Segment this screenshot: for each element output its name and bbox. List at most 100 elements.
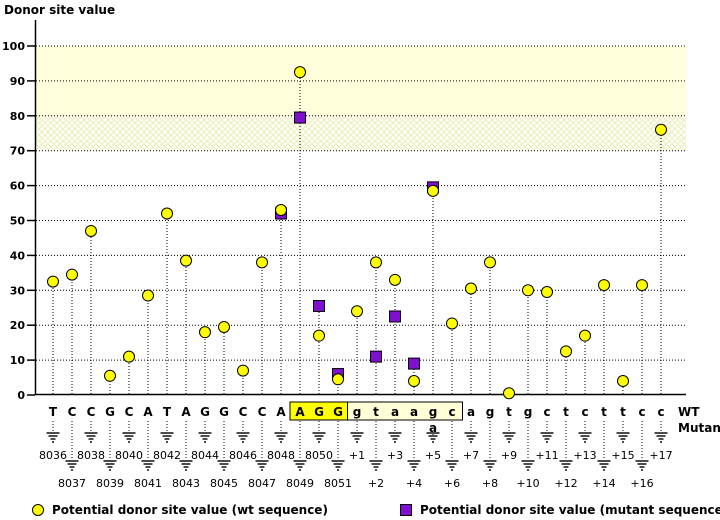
- down-arrow-icon: [521, 460, 535, 471]
- position-label: +8: [482, 477, 498, 490]
- y-tick-label: 60: [10, 180, 26, 193]
- sequence-base: C: [125, 405, 134, 419]
- position-label: +7: [463, 449, 479, 462]
- down-arrow-icon: [445, 460, 459, 471]
- position-label: +17: [649, 449, 672, 462]
- sequence-base: A: [181, 405, 191, 419]
- position-label: 8050: [305, 449, 333, 462]
- wt-point: [142, 289, 154, 302]
- wt-point: [351, 305, 363, 318]
- wt-point: [484, 256, 496, 269]
- position-label: 8040: [115, 449, 143, 462]
- wt-point: [85, 224, 97, 237]
- wt-point: [180, 254, 192, 267]
- wt-point: [617, 375, 629, 388]
- down-arrow-icon: [293, 460, 307, 471]
- down-arrow-icon: [350, 432, 364, 443]
- down-arrow-icon: [122, 432, 136, 443]
- sequence-base: T: [163, 405, 172, 419]
- legend-item-mutant: Potential donor site value (mutant seque…: [400, 503, 720, 517]
- mutant-point: [408, 357, 420, 370]
- position-label: 8039: [96, 477, 124, 490]
- sequence-base: a: [410, 405, 418, 419]
- down-arrow-icon: [274, 432, 288, 443]
- position-label: 8043: [172, 477, 200, 490]
- wt-point: [408, 375, 420, 388]
- mutant-point: [370, 350, 382, 363]
- sequence-base: g: [524, 405, 533, 419]
- position-label: +16: [630, 477, 653, 490]
- sequence-base: G: [333, 405, 343, 419]
- wt-point: [294, 66, 306, 79]
- mutant-base: a: [429, 421, 437, 435]
- y-tick-label: 90: [10, 75, 26, 88]
- down-arrow-icon: [540, 432, 554, 443]
- down-arrow-icon: [654, 432, 668, 443]
- down-arrow-icon: [597, 460, 611, 471]
- position-label: +5: [425, 449, 441, 462]
- wt-point: [465, 282, 477, 295]
- sequence-base: t: [601, 405, 607, 419]
- mutant-point: [313, 300, 325, 313]
- down-arrow-icon: [255, 460, 269, 471]
- sequence-base: g: [429, 405, 438, 419]
- sequence-base: t: [506, 405, 512, 419]
- legend-item-wt: Potential donor site value (wt sequence): [32, 503, 328, 517]
- mutant-point: [389, 310, 401, 323]
- sequence-base: C: [87, 405, 96, 419]
- down-arrow-icon: [46, 432, 60, 443]
- sequence-base: C: [258, 405, 267, 419]
- wt-point: [560, 345, 572, 358]
- wt-point: [579, 329, 591, 342]
- wt-point: [541, 286, 553, 299]
- down-arrow-icon: [635, 460, 649, 471]
- highlight-box-intronic: [347, 402, 463, 420]
- highlight-box-exonic: [290, 402, 348, 420]
- down-arrow-icon: [141, 460, 155, 471]
- down-arrow-icon: [160, 432, 174, 443]
- y-tick-label: 40: [10, 249, 26, 262]
- down-arrow-icon: [217, 460, 231, 471]
- position-label: +13: [573, 449, 596, 462]
- wt-point: [598, 279, 610, 292]
- down-arrow-icon: [426, 432, 440, 443]
- wt-row-label: WT: [678, 405, 700, 419]
- sequence-base: t: [563, 405, 569, 419]
- wt-point: [313, 329, 325, 342]
- wt-point: [66, 268, 78, 281]
- wt-point: [655, 123, 667, 136]
- sequence-base: t: [620, 405, 626, 419]
- wt-point: [256, 256, 268, 269]
- sequence-base: G: [219, 405, 229, 419]
- wt-point: [389, 273, 401, 286]
- down-arrow-icon: [331, 460, 345, 471]
- chart-title: Donor site value: [4, 3, 116, 17]
- sequence-base: c: [657, 405, 664, 419]
- position-label: +1: [349, 449, 365, 462]
- down-arrow-icon: [578, 432, 592, 443]
- down-arrow-icon: [559, 460, 573, 471]
- position-label: +4: [406, 477, 422, 490]
- down-arrow-icon: [65, 460, 79, 471]
- position-label: 8037: [58, 477, 86, 490]
- sequence-base: C: [68, 405, 77, 419]
- sequence-base: g: [486, 405, 495, 419]
- position-label: 8036: [39, 449, 67, 462]
- y-tick-label: 30: [10, 284, 26, 297]
- wt-point: [503, 387, 515, 400]
- y-tick-label: 0: [17, 389, 25, 402]
- position-label: +11: [535, 449, 558, 462]
- sequence-base: c: [638, 405, 645, 419]
- y-tick-label: 100: [2, 40, 25, 53]
- sequence-base: G: [314, 405, 324, 419]
- sequence-base: C: [239, 405, 248, 419]
- wt-point-icon: [32, 504, 44, 516]
- down-arrow-icon: [179, 460, 193, 471]
- wt-point: [636, 279, 648, 292]
- sequence-base: c: [448, 405, 455, 419]
- position-label: 8038: [77, 449, 105, 462]
- down-arrow-icon: [312, 432, 326, 443]
- sequence-base: A: [295, 405, 305, 419]
- sequence-base: c: [581, 405, 588, 419]
